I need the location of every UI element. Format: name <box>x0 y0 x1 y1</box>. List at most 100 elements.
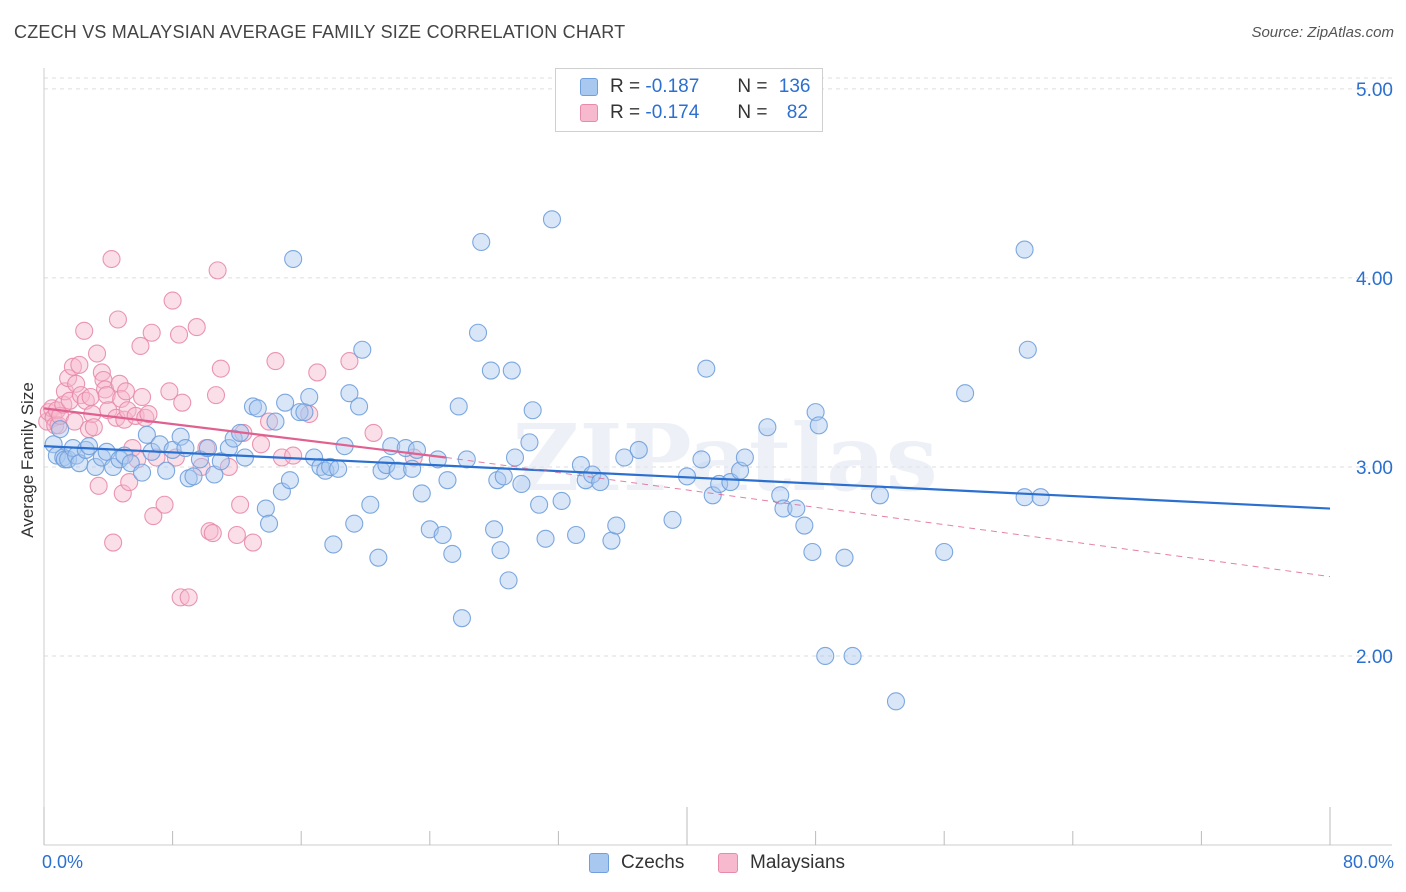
czechs-point <box>290 403 309 422</box>
czechs-point <box>542 210 562 229</box>
malaysians-point <box>187 318 206 337</box>
malaysians-point <box>284 446 303 465</box>
malaysians-point <box>67 374 86 393</box>
malaysians-point <box>75 321 94 340</box>
malaysians-legend-label: Malaysians <box>750 852 846 873</box>
n-value: 136 <box>778 76 811 97</box>
trend-lines <box>43 407 1331 578</box>
czechs-point <box>935 542 954 562</box>
czechs-trend-line <box>43 445 1331 510</box>
malaysians-point <box>173 393 192 412</box>
malaysians-point <box>206 386 226 405</box>
malaysians-trend-extension <box>445 457 1331 578</box>
czechs-point <box>449 397 468 416</box>
czechs-point <box>305 448 324 467</box>
malaysians-point <box>102 249 121 269</box>
czechs-point <box>1031 488 1050 507</box>
czechs-point <box>377 456 396 475</box>
czechs-point <box>443 544 462 563</box>
czechs-point <box>607 516 626 535</box>
czechs-point <box>481 361 500 380</box>
czechs-point <box>567 525 586 545</box>
legend-malaysians[interactable]: Malaysians <box>718 852 845 874</box>
n-label: N = <box>737 76 768 97</box>
czechs-point <box>345 514 364 533</box>
czechs-point <box>329 459 348 478</box>
malaysians-point <box>308 363 327 382</box>
czechs-point <box>198 438 218 458</box>
y-axis-label: Average Family Size <box>18 382 37 538</box>
czechs-point <box>104 457 123 477</box>
czechs-point <box>816 646 835 666</box>
czechs-point <box>353 340 372 359</box>
czechs-point <box>502 361 521 380</box>
malaysians-point <box>139 404 158 424</box>
czechs-point <box>235 448 254 467</box>
legend-czechs[interactable]: Czechs <box>589 852 684 874</box>
czechs-point <box>787 499 806 518</box>
malaysians-point <box>266 352 285 371</box>
y-tick-label: 5.00 <box>1356 80 1393 101</box>
czechs-point <box>843 646 862 666</box>
czechs-point <box>886 692 906 711</box>
czechs-point <box>284 249 303 269</box>
r-value: -0.174 <box>645 102 700 123</box>
r-value: -0.187 <box>645 76 700 97</box>
malaysians-point <box>259 412 279 431</box>
czechs-point <box>157 461 176 480</box>
czechs-point <box>491 541 510 560</box>
y-tick-label: 2.00 <box>1356 647 1393 668</box>
malaysians-point <box>208 261 227 280</box>
czechs-point <box>407 440 426 459</box>
czechs-point <box>324 535 343 554</box>
axes <box>43 68 1392 846</box>
legend-row-malaysians: R = -0.174 N = 82 <box>580 101 808 125</box>
source-label: Source: ZipAtlas.com <box>1251 24 1394 41</box>
czechs-point <box>629 440 648 459</box>
malaysians-point <box>104 533 123 552</box>
x-axis-max-label: 80.0% <box>1342 852 1394 872</box>
czechs-point <box>276 393 295 412</box>
malaysians-point <box>63 357 82 376</box>
malaysians-point <box>203 524 222 543</box>
malaysians-point <box>200 522 219 541</box>
czechs-point <box>703 486 722 505</box>
czechs-point <box>602 531 621 550</box>
czechs-point <box>663 510 682 529</box>
czechs-point <box>266 412 285 431</box>
gridlines <box>44 77 1392 657</box>
czechs-point <box>591 473 610 492</box>
malaysians-point <box>179 588 198 607</box>
r-label: R = <box>610 76 641 97</box>
series-legend: Czechs Malaysians <box>0 852 1406 878</box>
czechs-legend-label: Czechs <box>621 852 685 873</box>
czechs-point <box>350 397 369 416</box>
malaysians-point <box>243 533 263 552</box>
czechs-point <box>468 323 488 342</box>
malaysians-point <box>227 525 246 545</box>
malaysians-point <box>231 495 250 514</box>
czechs-point <box>340 384 359 403</box>
czechs-point <box>79 437 99 456</box>
malaysians-point <box>87 344 107 363</box>
malaysians-point <box>120 473 139 492</box>
czechs-point <box>472 232 491 252</box>
czechs-point <box>369 548 388 567</box>
malaysians-trend-line <box>43 407 447 459</box>
malaysians-point <box>108 310 127 329</box>
malaysians-point <box>113 484 132 503</box>
czechs-point <box>248 399 267 418</box>
czechs-point <box>774 499 793 518</box>
malaysians-point <box>92 363 111 382</box>
n-value: 82 <box>786 102 808 123</box>
malaysians-point <box>142 323 161 342</box>
czechs-point <box>692 450 711 469</box>
czechs-point <box>835 548 854 567</box>
n-label: N = <box>737 102 768 123</box>
czechs-point <box>211 452 230 471</box>
czechs-point <box>795 516 814 535</box>
malaysians-point <box>160 382 179 401</box>
czechs-point <box>536 529 555 548</box>
czechs-point <box>809 416 828 435</box>
chart-title: CZECH VS MALAYSIAN AVERAGE FAMILY SIZE C… <box>14 22 626 42</box>
